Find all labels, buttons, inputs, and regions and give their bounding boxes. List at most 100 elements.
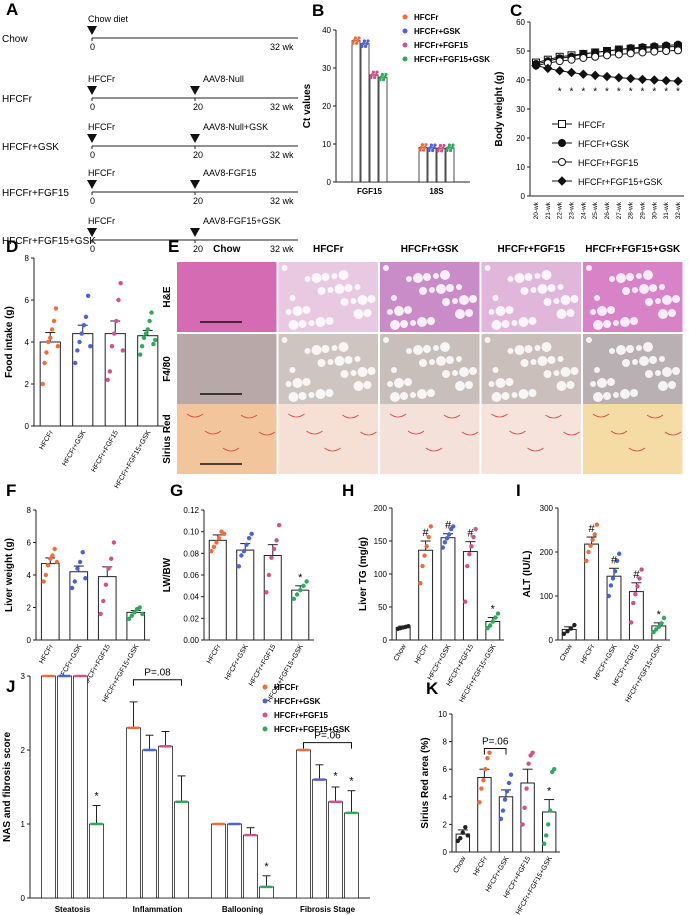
bar (69, 571, 89, 641)
y-tick-label: 4 (25, 338, 30, 347)
lipid-droplet (495, 306, 506, 316)
histology-image (380, 404, 480, 474)
bar (498, 796, 514, 853)
collagen-fiber (563, 431, 580, 436)
lipid-droplet (308, 320, 315, 326)
data-point (543, 833, 549, 838)
bar (227, 823, 242, 899)
data-point (129, 613, 134, 618)
lipid-droplet (639, 284, 649, 294)
lipid-droplet (452, 370, 458, 376)
bar (137, 335, 159, 427)
data-point (438, 143, 442, 148)
data-point (424, 544, 429, 549)
lipid-droplet (338, 342, 349, 352)
data-point (524, 786, 529, 791)
x-tick-label: 21-wk (545, 201, 552, 219)
data-point (614, 72, 624, 83)
lipid-droplet (590, 309, 596, 315)
data-point (608, 583, 614, 588)
x-tick-label: HFCFr (580, 643, 597, 665)
data-point (493, 615, 498, 620)
lipid-droplet (505, 306, 514, 314)
lipid-droplet (325, 317, 334, 325)
significance-mark: * (94, 791, 99, 803)
lipid-droplet (417, 317, 427, 327)
data-point (364, 44, 368, 48)
y-tick-label: 0.12 (183, 506, 199, 515)
data-point (427, 148, 431, 153)
lipid-droplet (537, 284, 548, 294)
data-point (373, 75, 377, 80)
lipid-droplet (427, 389, 435, 397)
data-point (356, 39, 360, 43)
histology-column-label: HFCFr+GSK (401, 244, 460, 255)
legend-entry: HFCFr+FGF15+GSK (578, 177, 663, 187)
lipid-droplet (285, 381, 292, 387)
lipid-droplet (436, 284, 446, 294)
bar (328, 801, 343, 899)
y-axis-title: Sirius Red area (%) (420, 737, 431, 828)
lipid-droplet (440, 342, 450, 352)
x-tick-label: 25-wk (592, 201, 599, 219)
lipid-droplet (484, 337, 491, 343)
lipid-droplet (541, 270, 552, 280)
lipid-droplet (410, 320, 416, 326)
lipid-droplet (492, 295, 499, 301)
data-point (379, 75, 383, 79)
data-point (44, 350, 49, 355)
data-point (45, 563, 51, 568)
legend-entry: HFCFr+FGF15 (414, 41, 469, 50)
lipid-droplet (530, 359, 537, 365)
data-point (72, 579, 77, 584)
lipid-droplet (560, 295, 571, 305)
y-tick-label: 0 (327, 178, 332, 187)
collagen-fiber (222, 447, 240, 452)
lipid-droplet (590, 381, 596, 387)
data-point (508, 772, 514, 777)
data-point (105, 377, 110, 382)
legend-marker (402, 14, 408, 20)
lipid-droplet (593, 392, 603, 402)
y-tick-label: 0 (25, 422, 30, 431)
x-tick-label: Ballooning (222, 905, 263, 914)
y-tick-label: 0.10 (183, 528, 199, 537)
bracket-label: P=.06 (482, 737, 509, 748)
lipid-droplet (311, 273, 322, 283)
data-point (561, 631, 567, 637)
lipid-droplet (413, 273, 423, 283)
x-tick-label: 22-wk (557, 201, 564, 219)
y-axis-title: LW/BW (162, 557, 173, 592)
data-point (216, 535, 222, 541)
lipid-droplet (331, 273, 338, 279)
lipid-droplet (556, 309, 567, 319)
data-point (81, 323, 87, 328)
collagen-fiber (240, 414, 258, 419)
data-point (504, 789, 510, 794)
data-point (371, 70, 375, 74)
x-tick-label: 23-wk (569, 201, 576, 219)
lipid-droplet (406, 276, 412, 282)
y-tick-label: 200 (374, 504, 388, 513)
data-point (578, 69, 589, 79)
data-point (362, 39, 366, 43)
lipid-droplet (622, 287, 630, 295)
y-tick-label: 0.02 (183, 614, 199, 623)
bar (542, 811, 557, 853)
significance-mark: * (657, 609, 662, 621)
x-tick-label: HFCFr (38, 643, 55, 665)
y-tick-label: 20 (322, 102, 331, 111)
x-tick-label: 28-wk (628, 201, 635, 219)
data-point (602, 71, 612, 82)
y-axis-title: NAS and fibrosis score (2, 732, 13, 842)
lipid-droplet (317, 287, 326, 295)
timeline-tick-label: 20 (193, 102, 203, 112)
data-point (352, 39, 356, 43)
data-point (271, 546, 277, 552)
lipid-droplet (363, 309, 372, 317)
bar (158, 745, 173, 899)
y-tick-label: 0 (521, 192, 526, 201)
y-tick-label: 2 (25, 380, 30, 389)
bar (73, 675, 88, 899)
timeline-tick-label: 20 (193, 196, 203, 206)
